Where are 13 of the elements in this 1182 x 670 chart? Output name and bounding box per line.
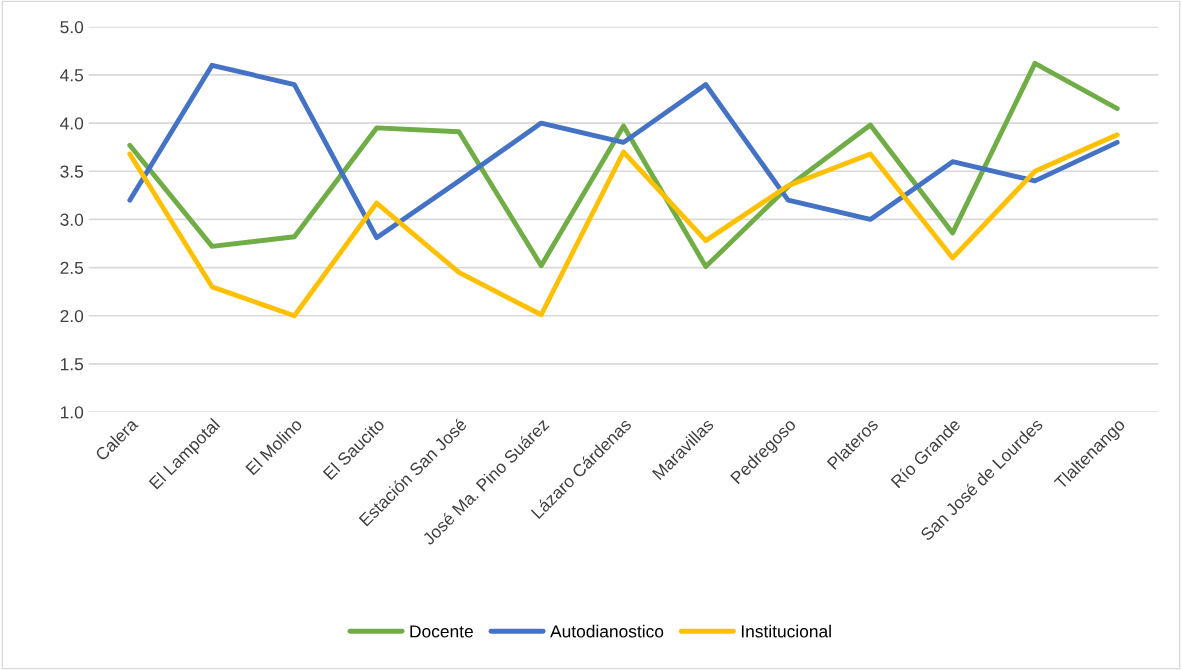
legend-label: Institucional: [741, 624, 831, 638]
y-tick-label: 4.5: [60, 69, 84, 82]
y-tick-label: 3.5: [60, 165, 84, 178]
y-tick-label: 2.5: [60, 261, 84, 275]
y-tick-label: 5.0: [60, 20, 84, 34]
line-series: [127, 132, 1120, 319]
y-tick-label: 1.0: [60, 406, 84, 419]
legend-label: Docente: [410, 625, 473, 638]
y-tick-label: 2.0: [60, 309, 84, 323]
y-tick-label: 3.0: [60, 213, 84, 226]
y-tick-label: 1.5: [60, 358, 84, 371]
legend-label: Autodianostico: [550, 624, 664, 638]
y-tick-label: 4.0: [60, 117, 84, 130]
